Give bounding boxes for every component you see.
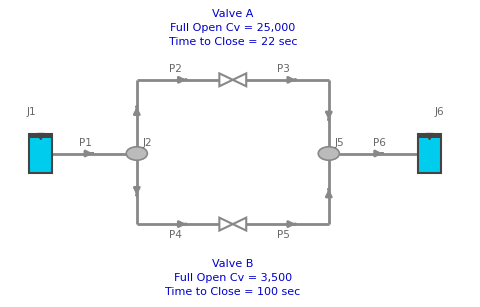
Polygon shape	[426, 134, 433, 139]
Text: Valve B
Full Open Cv = 3,500
Time to Close = 100 sec: Valve B Full Open Cv = 3,500 Time to Clo…	[165, 259, 300, 297]
Bar	[29, 134, 52, 138]
Text: P5: P5	[277, 230, 289, 240]
Polygon shape	[37, 134, 44, 139]
Text: P6: P6	[373, 138, 385, 148]
Text: J1: J1	[26, 107, 36, 117]
Circle shape	[318, 147, 339, 160]
Text: P4: P4	[169, 230, 181, 240]
Text: P3: P3	[277, 64, 289, 74]
Polygon shape	[219, 218, 233, 231]
Polygon shape	[233, 218, 246, 231]
Text: J6: J6	[434, 107, 444, 117]
Bar	[29, 134, 52, 173]
Bar	[418, 134, 441, 138]
Circle shape	[126, 147, 147, 160]
Text: J5: J5	[335, 138, 345, 148]
Bar	[418, 134, 441, 173]
Text: P2: P2	[169, 64, 181, 74]
Text: P1: P1	[79, 138, 92, 148]
Polygon shape	[233, 73, 246, 86]
Text: J2: J2	[143, 138, 153, 148]
Polygon shape	[219, 73, 233, 86]
Text: Valve A
Full Open Cv = 25,000
Time to Close = 22 sec: Valve A Full Open Cv = 25,000 Time to Cl…	[168, 9, 297, 47]
